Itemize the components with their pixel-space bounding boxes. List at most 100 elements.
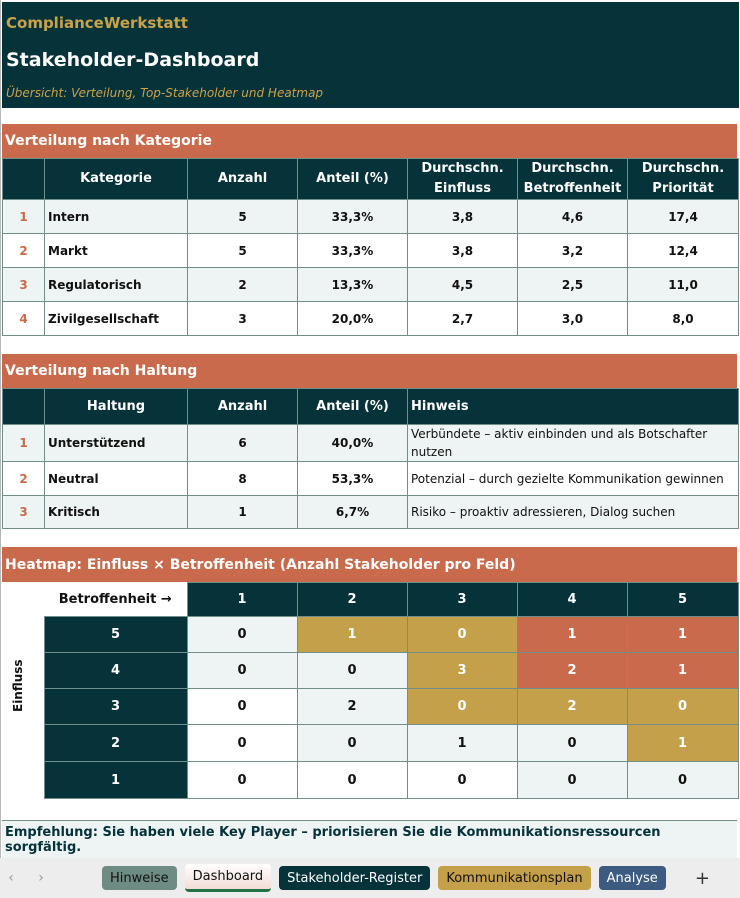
- kategorie-name[interactable]: Zivilgesellschaft: [44, 301, 188, 336]
- row-index: 2: [2, 233, 45, 268]
- hinweis-cell[interactable]: Potenzial – durch gezielte Kommunikation…: [407, 461, 739, 496]
- heatmap-cell[interactable]: 1: [626, 616, 739, 653]
- anteil-cell[interactable]: 53,3%: [297, 461, 408, 496]
- heatmap-cell[interactable]: 3: [406, 652, 518, 689]
- heatmap-row: 5 0 1 0 1 1: [2, 616, 739, 653]
- haltung-table: Haltung Anzahl Anteil (%) Hinweis 1 Unte…: [2, 388, 739, 529]
- heatmap-table: Betroffenheit → 1 2 3 4 5 5 0 1 0 1 1 4 …: [2, 582, 739, 799]
- heatmap-cell[interactable]: 2: [296, 688, 408, 725]
- hinweis-cell[interactable]: Verbündete – aktiv einbinden und als Bot…: [407, 424, 739, 462]
- heatmap-cell[interactable]: 0: [186, 652, 298, 689]
- col-header-index: [2, 158, 45, 200]
- section-header-heatmap: Heatmap: Einfluss × Betroffenheit (Anzah…: [2, 547, 737, 582]
- heatmap-cell[interactable]: 1: [626, 652, 739, 689]
- table-header-row: Haltung Anzahl Anteil (%) Hinweis: [2, 388, 739, 425]
- anzahl-cell[interactable]: 1: [187, 495, 298, 529]
- x-value: 3: [406, 582, 518, 617]
- anteil-cell[interactable]: 20,0%: [297, 301, 408, 336]
- heatmap-cell[interactable]: 1: [296, 616, 408, 653]
- anzahl-cell[interactable]: 6: [187, 424, 298, 462]
- anzahl-cell[interactable]: 8: [187, 461, 298, 496]
- row-index: 1: [2, 199, 45, 234]
- page-subtitle: Übersicht: Verteilung, Top-Stakeholder u…: [6, 86, 324, 100]
- next-sheet-icon[interactable]: ›: [38, 870, 44, 886]
- add-sheet-icon[interactable]: +: [694, 867, 710, 889]
- anzahl-cell[interactable]: 3: [187, 301, 298, 336]
- tab-analyse[interactable]: Analyse: [598, 866, 666, 890]
- anteil-cell[interactable]: 40,0%: [297, 424, 408, 462]
- heatmap-cell[interactable]: 0: [626, 761, 739, 799]
- table-row: 3 Regulatorisch 2 13,3% 4,5 2,5 11,0: [2, 267, 739, 302]
- heatmap-cell[interactable]: 0: [186, 761, 298, 799]
- axis-gutter: [2, 725, 44, 762]
- einfluss-cell[interactable]: 3,8: [407, 233, 518, 268]
- corner-cell: [2, 583, 44, 617]
- col-header-betroffenheit: Durchschn. Betroffenheit: [517, 158, 628, 200]
- haltung-name[interactable]: Kritisch: [44, 495, 188, 529]
- anteil-cell[interactable]: 6,7%: [297, 495, 408, 529]
- col-header-kategorie: Kategorie: [44, 158, 188, 200]
- haltung-name[interactable]: Neutral: [44, 461, 188, 496]
- einfluss-cell[interactable]: 2,7: [407, 301, 518, 336]
- tab-hinweise[interactable]: Hinweise: [102, 866, 177, 890]
- tab-dashboard[interactable]: Dashboard: [184, 864, 272, 892]
- heatmap-cell[interactable]: 0: [186, 616, 298, 653]
- page-title: Stakeholder-Dashboard: [6, 49, 260, 71]
- col-header-anzahl: Anzahl: [187, 158, 298, 200]
- y-value: 5: [43, 616, 188, 653]
- table-row: 1 Intern 5 33,3% 3,8 4,6 17,4: [2, 199, 739, 234]
- recommendation-banner: Empfehlung: Sie haben viele Key Player –…: [2, 820, 737, 858]
- col-header-anteil: Anteil (%): [297, 158, 408, 200]
- heatmap-cell[interactable]: 0: [296, 761, 408, 799]
- tab-kommunikationsplan[interactable]: Kommunikationsplan: [438, 866, 591, 890]
- heatmap-cell[interactable]: 2: [516, 688, 628, 725]
- section-header-haltung: Verteilung nach Haltung: [2, 354, 737, 388]
- anteil-cell[interactable]: 13,3%: [297, 267, 408, 302]
- heatmap-cell[interactable]: 0: [186, 688, 298, 725]
- kategorie-name[interactable]: Regulatorisch: [44, 267, 188, 302]
- row-index: 4: [2, 301, 45, 336]
- col-header-anteil: Anteil (%): [297, 388, 408, 425]
- x-value: 1: [186, 582, 298, 617]
- heatmap-cell[interactable]: 0: [296, 652, 408, 689]
- einfluss-cell[interactable]: 3,8: [407, 199, 518, 234]
- anteil-cell[interactable]: 33,3%: [297, 233, 408, 268]
- col-header-hinweis: Hinweis: [407, 388, 739, 425]
- heatmap-cell[interactable]: 2: [516, 652, 628, 689]
- heatmap-cell[interactable]: 0: [516, 724, 628, 762]
- heatmap-cell[interactable]: 0: [406, 688, 518, 725]
- betroffenheit-cell[interactable]: 3,2: [517, 233, 628, 268]
- prioritaet-cell[interactable]: 8,0: [627, 301, 739, 336]
- anzahl-cell[interactable]: 2: [187, 267, 298, 302]
- row-index: 3: [2, 495, 45, 529]
- kategorie-name[interactable]: Markt: [44, 233, 188, 268]
- heatmap-cell[interactable]: 0: [626, 688, 739, 725]
- anzahl-cell[interactable]: 5: [187, 199, 298, 234]
- prev-sheet-icon[interactable]: ‹: [8, 870, 14, 886]
- kategorie-name[interactable]: Intern: [44, 199, 188, 234]
- title-block: ComplianceWerkstatt Stakeholder-Dashboar…: [2, 2, 739, 108]
- prioritaet-cell[interactable]: 17,4: [627, 199, 739, 234]
- anteil-cell[interactable]: 33,3%: [297, 199, 408, 234]
- heatmap-cell[interactable]: 0: [406, 616, 518, 653]
- heatmap-cell[interactable]: 0: [406, 761, 518, 799]
- heatmap-cell[interactable]: 1: [516, 616, 628, 653]
- einfluss-cell[interactable]: 4,5: [407, 267, 518, 302]
- row-index: 2: [2, 461, 45, 496]
- heatmap-cell[interactable]: 1: [406, 724, 518, 762]
- x-value: 5: [626, 582, 739, 617]
- anzahl-cell[interactable]: 5: [187, 233, 298, 268]
- heatmap-cell[interactable]: 0: [296, 724, 408, 762]
- hinweis-cell[interactable]: Risiko – proaktiv adressieren, Dialog su…: [407, 495, 739, 529]
- haltung-name[interactable]: Unterstützend: [44, 424, 188, 462]
- betroffenheit-cell[interactable]: 3,0: [517, 301, 628, 336]
- betroffenheit-cell[interactable]: 4,6: [517, 199, 628, 234]
- prioritaet-cell[interactable]: 12,4: [627, 233, 739, 268]
- row-index: 1: [2, 424, 45, 462]
- heatmap-cell[interactable]: 1: [626, 724, 739, 762]
- betroffenheit-cell[interactable]: 2,5: [517, 267, 628, 302]
- heatmap-cell[interactable]: 0: [186, 724, 298, 762]
- prioritaet-cell[interactable]: 11,0: [627, 267, 739, 302]
- heatmap-cell[interactable]: 0: [516, 761, 628, 799]
- tab-stakeholder-register[interactable]: Stakeholder-Register: [279, 866, 431, 890]
